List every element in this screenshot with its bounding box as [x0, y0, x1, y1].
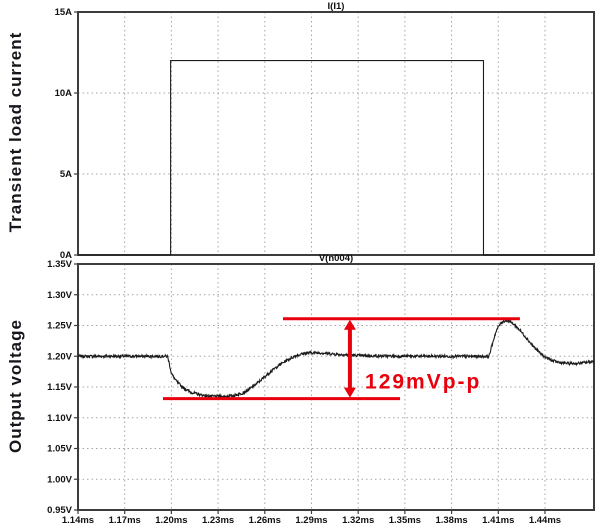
- x-tick-label: 1.38ms: [435, 515, 467, 526]
- grid: [78, 12, 594, 255]
- x-tick-label: 1.32ms: [342, 515, 374, 526]
- voltage-panel: 0.95V 1.00V 1.05V 1.10V 1.15V 1.20V 1.25V 1.30V…: [47, 253, 595, 526]
- grid: [78, 264, 594, 510]
- panel-title: I(I1): [328, 1, 345, 12]
- current-axis-label: Transient load current: [6, 31, 25, 233]
- y-tick-label: 1.20V: [47, 351, 72, 362]
- arrow-down-icon: [343, 387, 356, 398]
- x-tick-label: 1.26ms: [249, 515, 281, 526]
- x-tick-label: 1.17ms: [109, 515, 141, 526]
- y-axis-tick-labels: 0.95V 1.00V 1.05V 1.10V 1.15V 1.20V 1.25V 1.30V…: [47, 259, 78, 516]
- y-tick-label: 5A: [60, 169, 72, 180]
- arrow-up-icon: [343, 319, 356, 330]
- x-tick-label: 1.35ms: [389, 515, 421, 526]
- y-tick-label: 0A: [60, 250, 72, 261]
- y-tick-label: 1.15V: [47, 382, 72, 393]
- y-tick-label: 10A: [55, 88, 73, 99]
- x-tick-label: 1.20ms: [155, 515, 187, 526]
- plot-border: [77, 11, 595, 256]
- voltage-axis-label: Output voltage: [6, 319, 25, 453]
- y-tick-label: 1.00V: [47, 474, 72, 485]
- y-tick-label: 1.35V: [47, 259, 72, 270]
- trace-V(n004): [77, 317, 595, 400]
- y-tick-label: 1.25V: [47, 321, 72, 332]
- x-tick-label: 1.44ms: [529, 515, 561, 526]
- peak-to-peak-annotation: 129mVp-p: [162, 317, 520, 401]
- y-tick-label: 1.10V: [47, 413, 72, 424]
- y-axis-tick-labels: 0A 5A 10A 15A: [55, 7, 78, 261]
- x-tick-label: 1.29ms: [295, 515, 327, 526]
- current-panel: 0A 5A 10A 15A I(I1): [55, 1, 595, 261]
- y-tick-label: 0.95V: [47, 505, 72, 516]
- x-tick-label: 1.23ms: [202, 515, 234, 526]
- panel-title: V(n004): [319, 253, 353, 264]
- trace-I(I1): [78, 60, 594, 256]
- peak-to-peak-label: 129mVp-p: [365, 370, 481, 393]
- x-tick-label: 1.14ms: [62, 515, 94, 526]
- y-tick-label: 1.30V: [47, 290, 72, 301]
- y-tick-label: 1.05V: [47, 444, 72, 455]
- y-tick-label: 15A: [55, 7, 73, 18]
- x-axis-tick-labels: 1.14ms 1.17ms 1.20ms 1.23ms 1.26ms 1.29ms 1.32…: [62, 510, 561, 526]
- x-tick-label: 1.41ms: [482, 515, 514, 526]
